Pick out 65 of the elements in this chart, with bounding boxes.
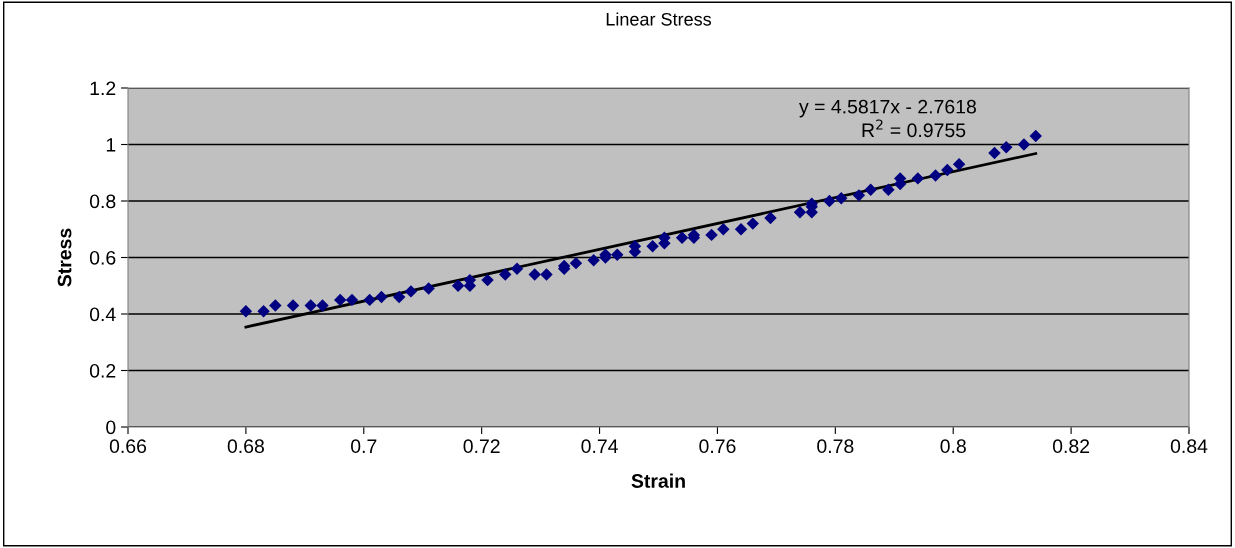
x-tick-label: 0.66 [109, 439, 147, 454]
point [882, 183, 895, 196]
point [852, 189, 866, 202]
chart-title: Linear Stress [606, 12, 712, 26]
point [404, 285, 418, 298]
point [510, 262, 524, 276]
point [269, 299, 282, 312]
point [1029, 129, 1042, 143]
point [911, 172, 925, 185]
point [675, 231, 689, 244]
point [646, 239, 659, 253]
point [734, 223, 748, 236]
point [528, 268, 541, 281]
y-tick-label: 0 [106, 420, 116, 435]
annotation: R$^{2}$ = 0.9755 [862, 119, 966, 138]
x-tick-label: 0.76 [699, 439, 736, 454]
point [823, 194, 836, 208]
point [304, 299, 317, 312]
point [333, 293, 347, 307]
point [363, 293, 376, 307]
point [257, 304, 270, 318]
point [929, 169, 942, 182]
y-tick-label: 1.2 [90, 81, 116, 96]
point [392, 290, 406, 304]
point [481, 273, 494, 287]
y-tick-label: 1 [106, 138, 116, 152]
x-tick-label: 0.7 [351, 439, 377, 454]
x-tick-label: 0.74 [581, 439, 618, 454]
point [422, 282, 435, 295]
x-tick-label: 0.84 [1170, 439, 1208, 454]
x-tick-label: 0.78 [817, 439, 854, 454]
y-axis-title: Stress [57, 228, 72, 287]
annotation: y = 4.5817x - 2.7618 [799, 99, 976, 118]
point [941, 163, 954, 177]
point [1017, 138, 1031, 151]
x-tick-label: 0.72 [463, 439, 500, 454]
point [793, 206, 807, 219]
point [375, 290, 388, 304]
x-tick-label: 0.68 [227, 439, 264, 454]
y-tick-label: 0.6 [89, 250, 116, 265]
x-tick-label: 0.82 [1052, 439, 1090, 454]
point [611, 248, 624, 261]
y-tick-label: 0.2 [89, 363, 116, 378]
point [746, 217, 760, 230]
point [587, 254, 600, 267]
x-tick-label: 0.8 [940, 439, 966, 454]
point [451, 279, 465, 292]
point [952, 158, 966, 171]
point [835, 191, 848, 205]
y-tick-label: 0.4 [89, 307, 116, 322]
point [569, 256, 583, 270]
point [239, 304, 253, 318]
point [764, 211, 777, 225]
point [1000, 141, 1013, 154]
x-axis-title: Strain [631, 473, 685, 488]
point [988, 146, 1001, 160]
point [717, 223, 730, 236]
point [499, 268, 512, 281]
point [864, 183, 877, 196]
point [316, 299, 329, 312]
y-tick-label: 0.8 [89, 194, 116, 209]
point [540, 268, 553, 281]
point [345, 293, 359, 307]
point [286, 299, 300, 312]
point [705, 228, 718, 242]
